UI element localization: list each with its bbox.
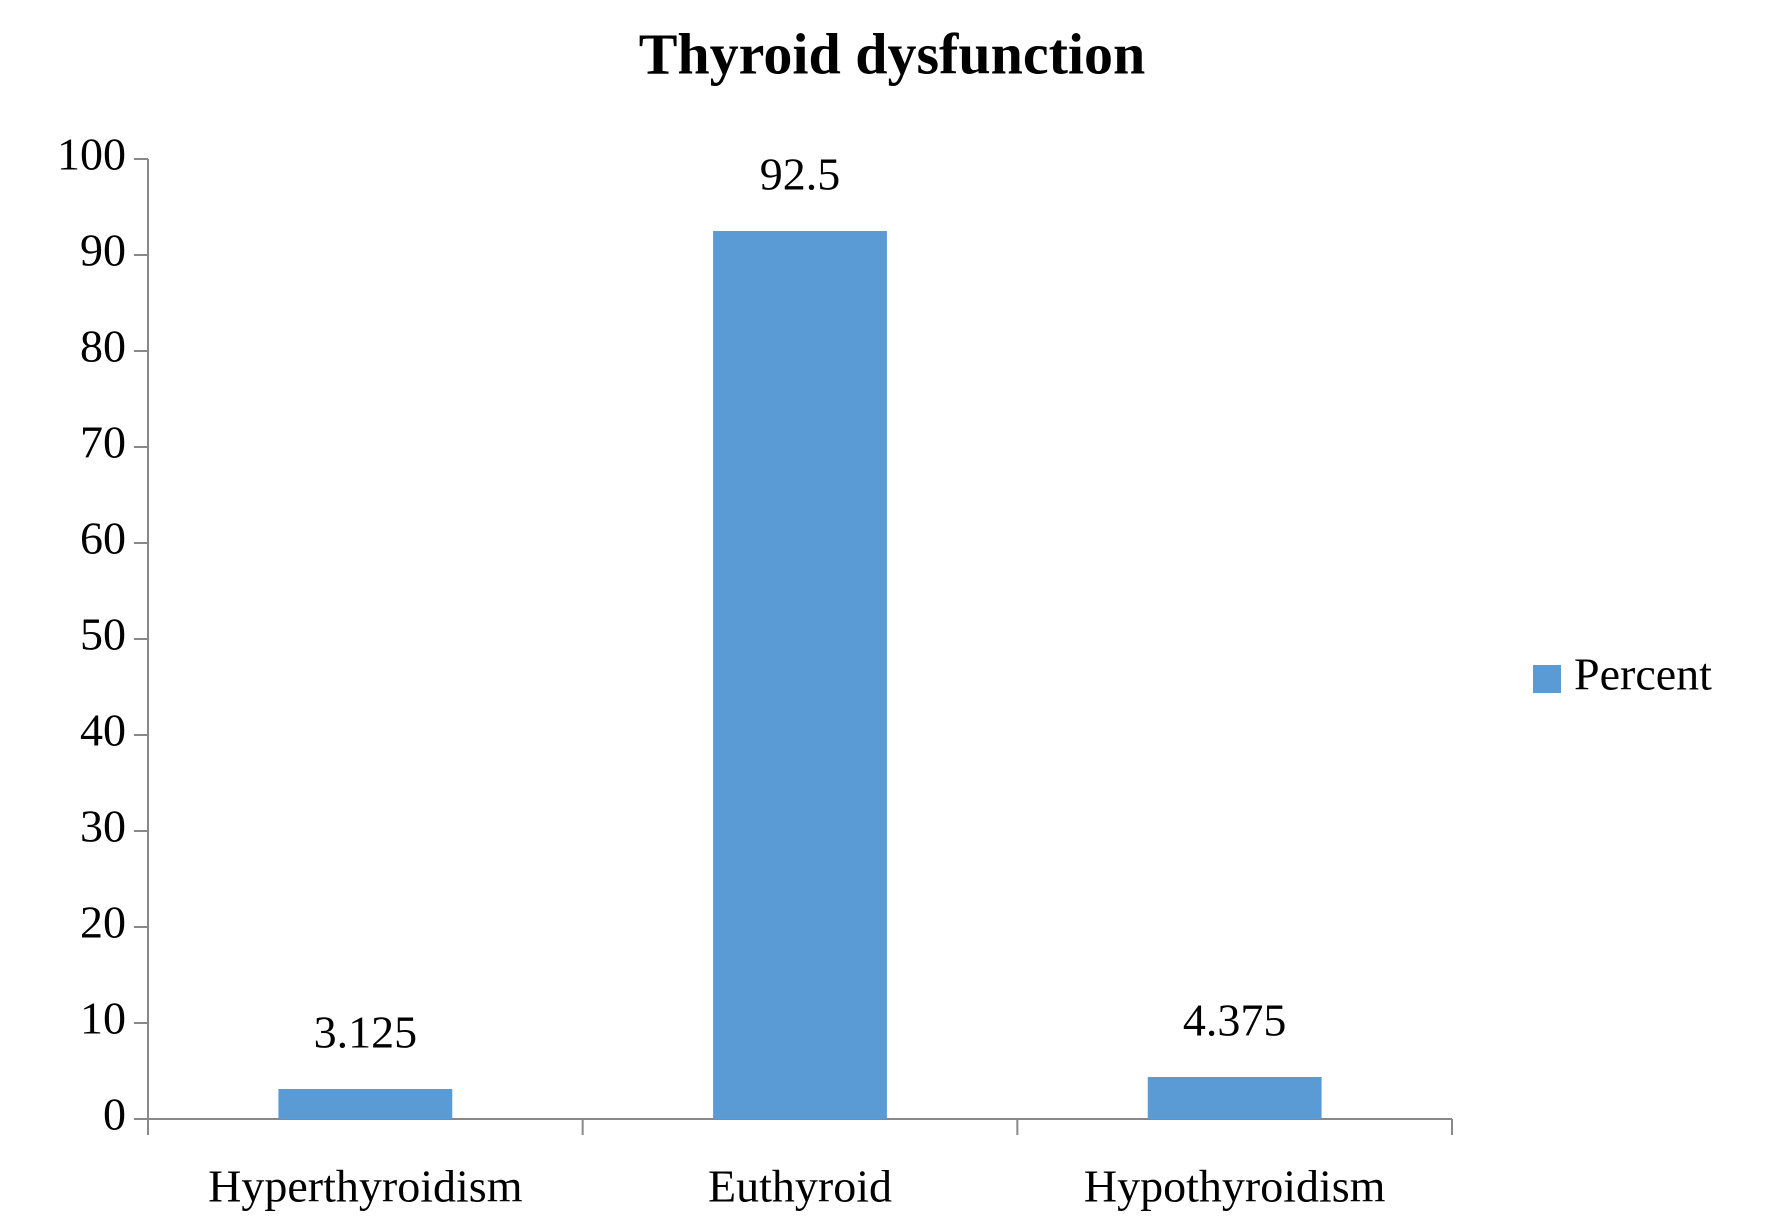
x-tick-label: Euthyroid: [708, 1161, 892, 1212]
data-label: 4.375: [1183, 995, 1287, 1046]
legend-swatch: [1533, 665, 1561, 693]
y-tick-label: 30: [80, 801, 126, 852]
y-tick-label: 50: [80, 609, 126, 660]
y-tick-label: 70: [80, 417, 126, 468]
y-tick-label: 90: [80, 225, 126, 276]
x-tick-label: Hypothyroidism: [1084, 1161, 1386, 1212]
y-tick-label: 0: [103, 1089, 126, 1140]
data-label: 92.5: [760, 149, 841, 200]
y-tick-label: 40: [80, 705, 126, 756]
x-tick-label: Hyperthyroidism: [208, 1161, 523, 1212]
bar: [713, 231, 887, 1119]
y-tick-label: 20: [80, 897, 126, 948]
bar: [278, 1089, 453, 1119]
bar: [1147, 1077, 1322, 1119]
chart-title: Thyroid dysfunction: [639, 21, 1146, 86]
y-tick-label: 100: [57, 129, 126, 180]
y-tick-label: 10: [80, 993, 126, 1044]
legend-label: Percent: [1574, 649, 1712, 700]
y-tick-label: 60: [80, 513, 126, 564]
data-label: 3.125: [314, 1007, 418, 1058]
y-tick-label: 80: [80, 321, 126, 372]
